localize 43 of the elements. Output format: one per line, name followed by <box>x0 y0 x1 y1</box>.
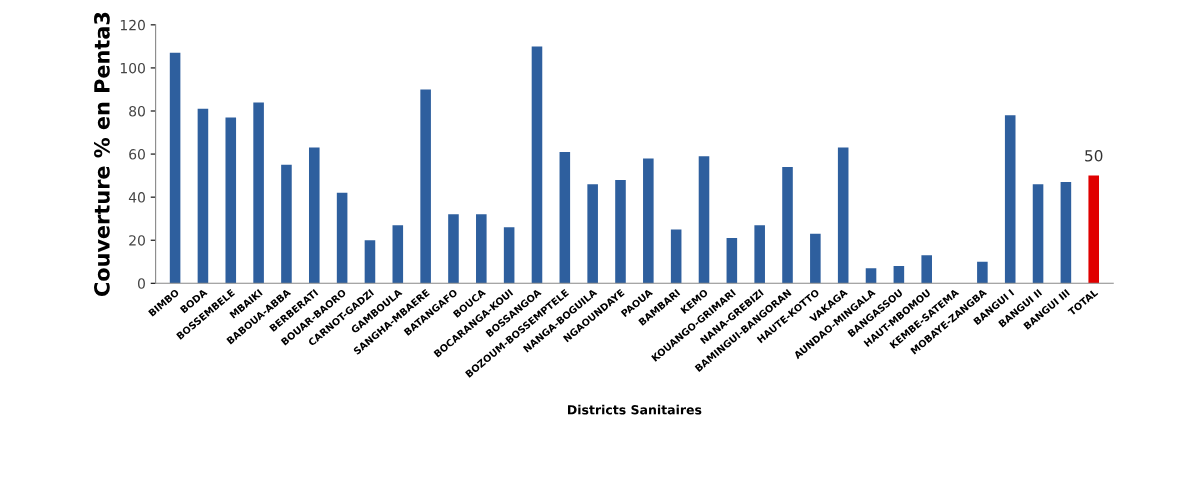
bar <box>392 225 404 284</box>
bar <box>643 158 654 284</box>
bar <box>336 192 348 284</box>
bar <box>810 233 821 284</box>
y-tick-label: 80 <box>129 105 145 117</box>
bar <box>977 261 988 284</box>
bar <box>476 214 487 284</box>
y-tick-label: 20 <box>129 235 145 246</box>
bar <box>169 52 181 284</box>
bar <box>837 147 849 284</box>
bar <box>1060 182 1072 284</box>
bar <box>921 255 932 284</box>
bar <box>782 166 793 284</box>
bar <box>698 156 710 284</box>
bar <box>197 108 209 284</box>
bar <box>559 151 571 284</box>
bar <box>1032 184 1044 284</box>
bar <box>893 266 905 284</box>
bar <box>531 46 543 284</box>
bar <box>503 227 515 284</box>
y-tick-label: 0 <box>137 278 145 289</box>
bar <box>281 164 292 284</box>
y-tick-label: 120 <box>120 19 145 31</box>
bar <box>364 240 376 284</box>
bar <box>308 147 320 284</box>
bar <box>253 102 264 284</box>
data-label: 50 <box>1085 149 1103 162</box>
x-axis-title: Districts Sanitaires <box>568 404 702 415</box>
bar <box>726 238 738 284</box>
bar <box>754 225 765 284</box>
y-tick-label: 60 <box>129 149 145 160</box>
y-tick-label: 40 <box>128 192 145 203</box>
bar <box>225 117 237 284</box>
bar <box>1004 115 1016 284</box>
bar <box>865 268 877 284</box>
y-axis-title: Couverture % en Penta3 <box>94 12 110 297</box>
bar <box>615 179 626 284</box>
bar <box>670 229 682 284</box>
bar <box>420 89 431 284</box>
bar <box>448 214 459 284</box>
y-tick-label: 100 <box>120 62 145 74</box>
bar <box>587 184 598 284</box>
bar <box>1088 175 1100 284</box>
